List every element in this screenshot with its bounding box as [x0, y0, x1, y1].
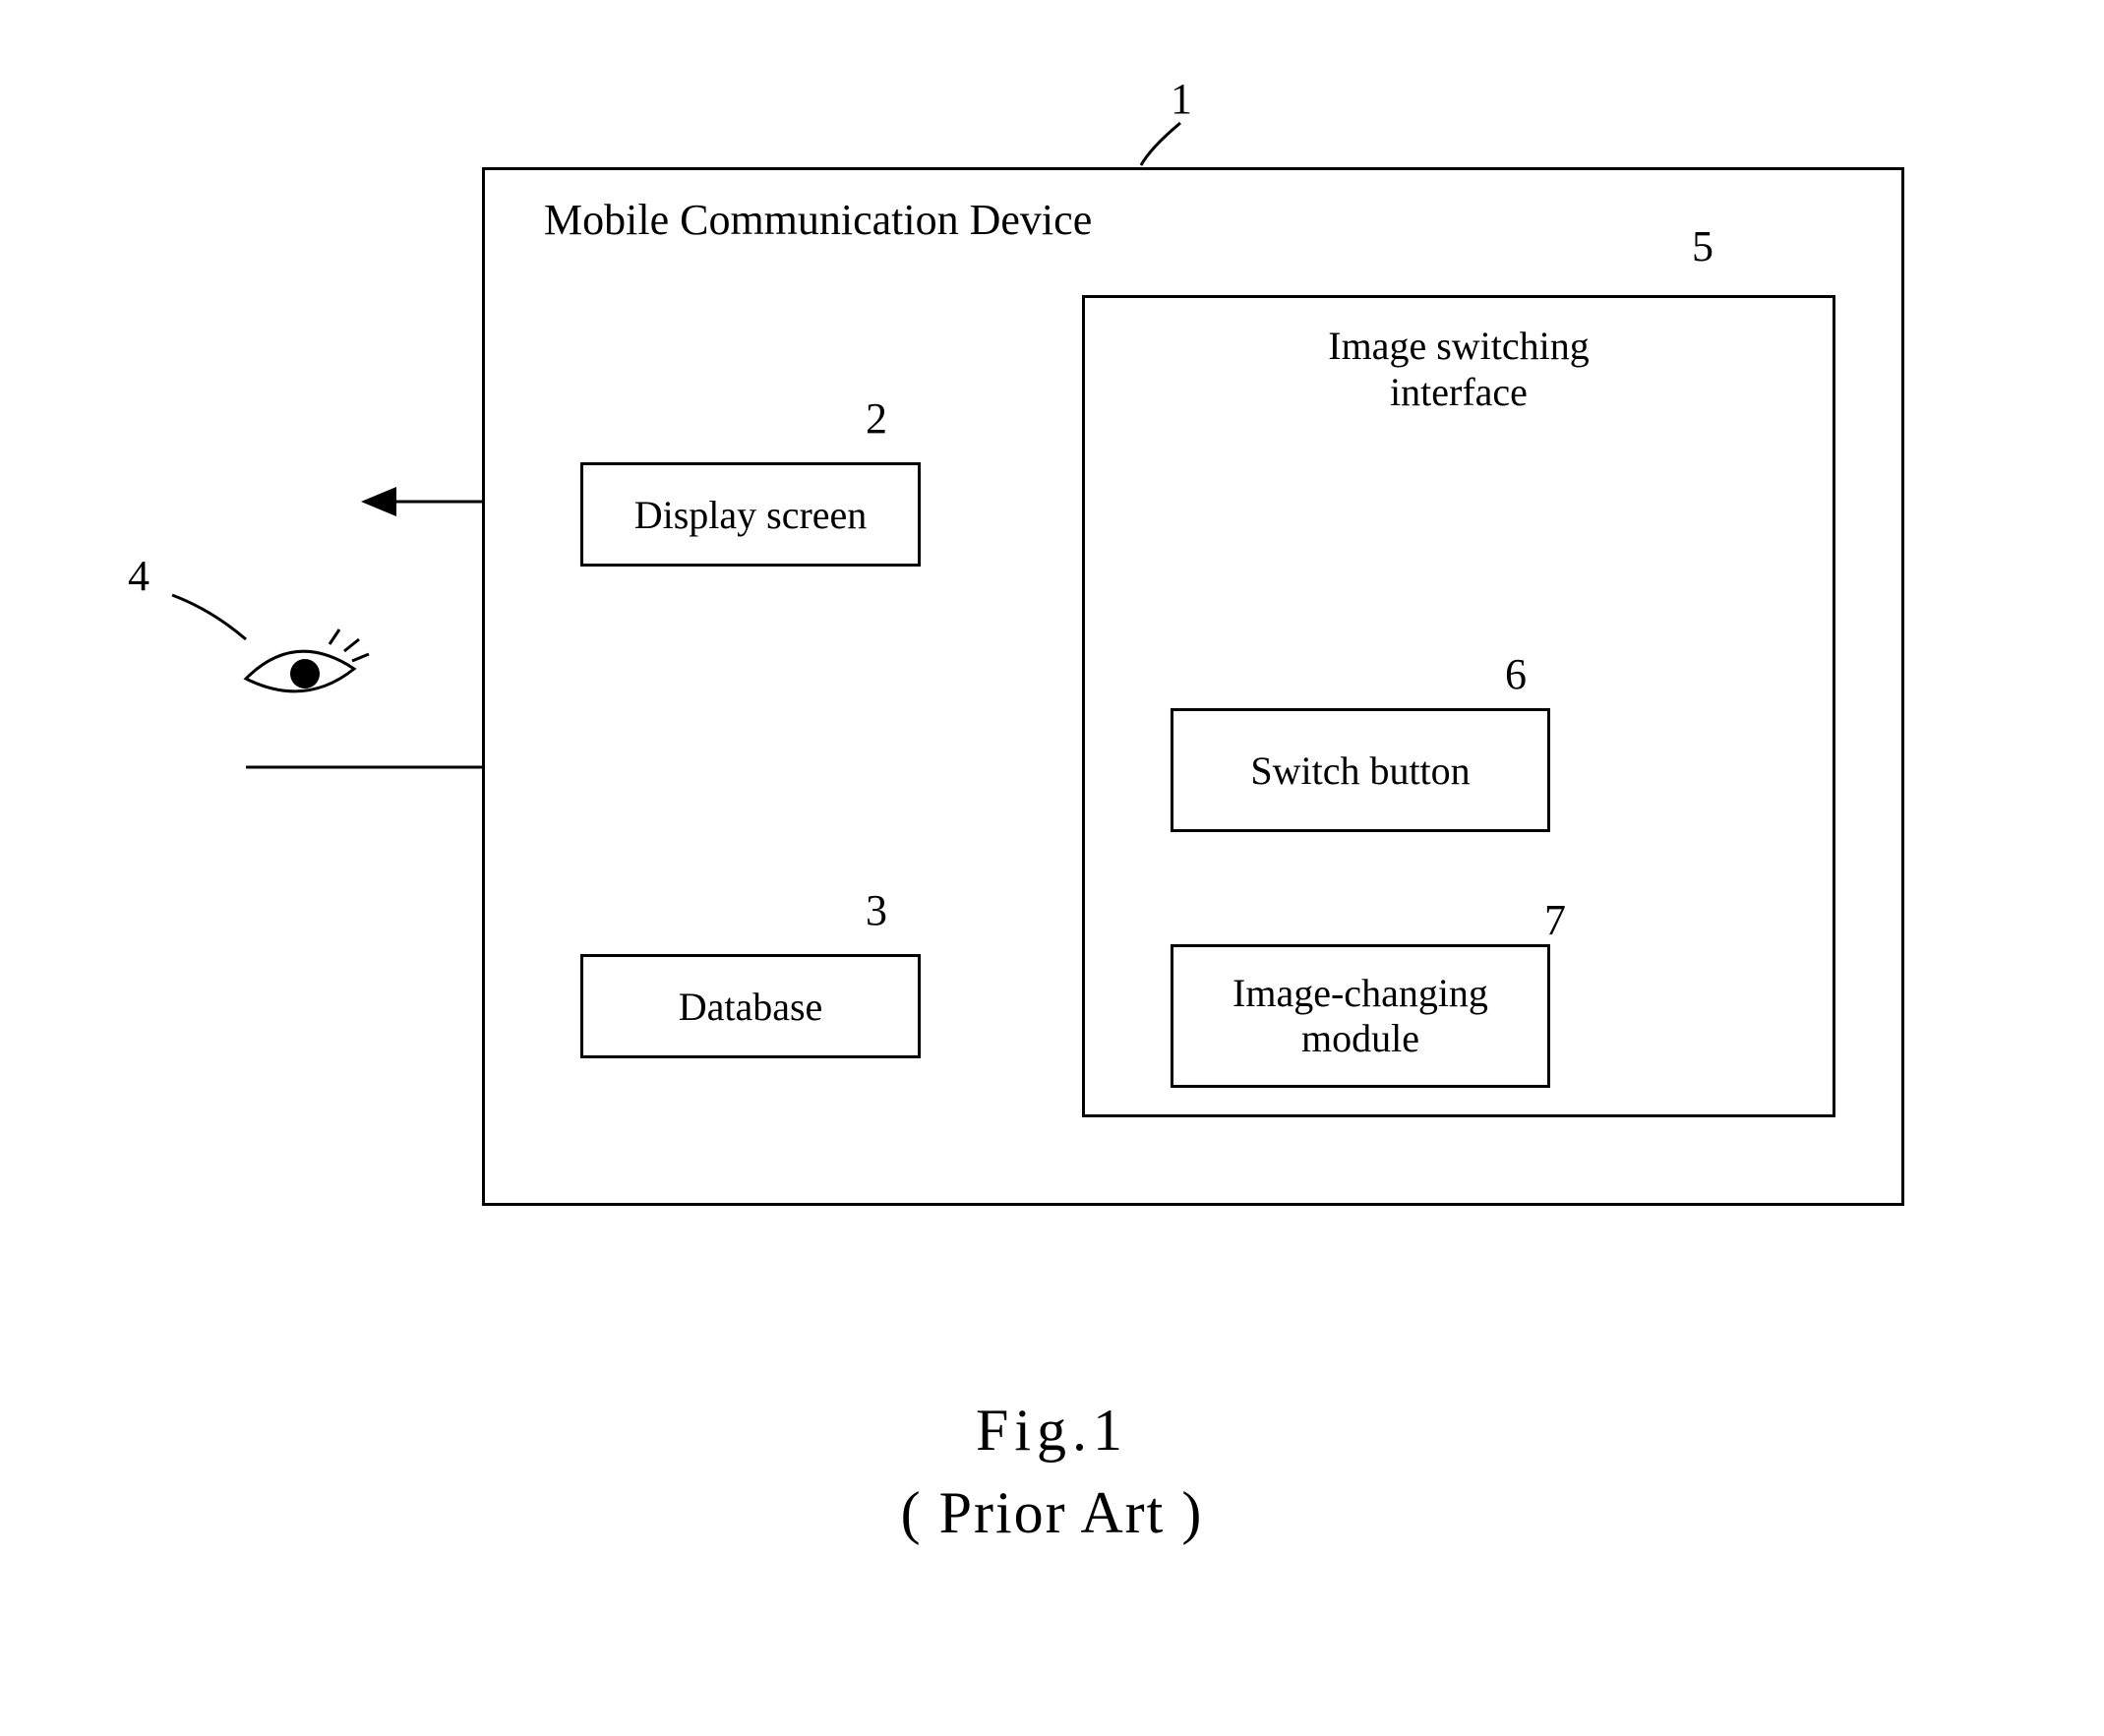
label-image-changing: Image-changing module	[1173, 971, 1547, 1061]
ref-2: 2	[866, 393, 887, 444]
ref-5: 5	[1692, 221, 1713, 271]
ref-3: 3	[866, 885, 887, 935]
leader-1	[1141, 123, 1180, 165]
leader-4	[172, 595, 246, 639]
ref-4: 4	[128, 551, 150, 601]
diagram-canvas: Mobile Communication Device Image switch…	[0, 0, 2104, 1736]
label-switch-button: Switch button	[1250, 748, 1470, 794]
box-database: Database	[580, 954, 921, 1058]
label-database: Database	[679, 984, 823, 1030]
eye-icon	[246, 629, 369, 691]
box-image-changing: Image-changing module	[1171, 944, 1550, 1088]
ref-1: 1	[1171, 74, 1192, 124]
label-display-screen: Display screen	[634, 492, 868, 538]
caption-line2: ( Prior Art )	[0, 1479, 2104, 1547]
box-display-screen: Display screen	[580, 462, 921, 567]
ref-6: 6	[1505, 649, 1527, 699]
ref-7: 7	[1544, 895, 1566, 945]
label-mobile-device: Mobile Communication Device	[544, 195, 1092, 245]
box-switch-button: Switch button	[1171, 708, 1550, 832]
caption-line1: Fig.1	[0, 1397, 2104, 1465]
label-interface-text: Image switching interface	[1328, 324, 1590, 414]
label-interface: Image switching interface	[1282, 323, 1636, 415]
figure-caption: Fig.1 ( Prior Art )	[0, 1397, 2104, 1547]
